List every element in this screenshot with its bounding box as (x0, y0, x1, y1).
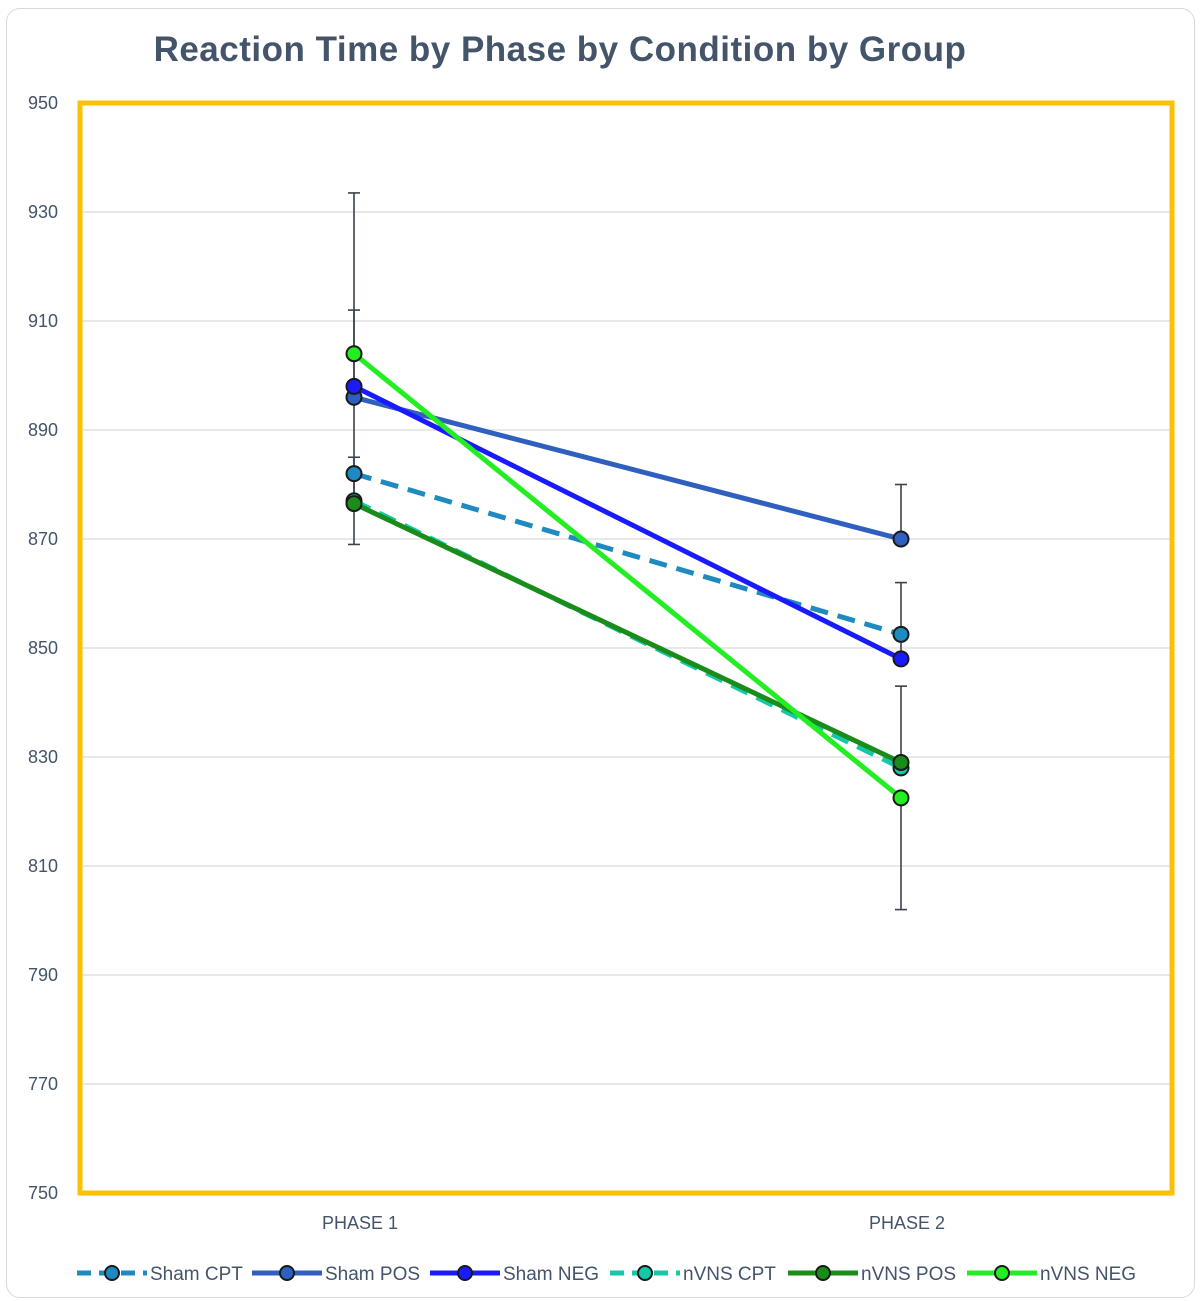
legend-marker (994, 1265, 1010, 1281)
y-tick-label: 910 (28, 311, 58, 331)
y-tick-label: 870 (28, 529, 58, 549)
y-tick-label: 950 (28, 93, 58, 113)
series-line (352, 384, 903, 662)
gridlines (80, 102, 1172, 1194)
error-bars (348, 192, 907, 911)
legend-label: Sham NEG (503, 1264, 599, 1285)
data-point (345, 495, 363, 513)
series-line (353, 471, 902, 637)
data-point (345, 345, 363, 363)
y-tick-label: 770 (28, 1074, 58, 1094)
chart-title: Reaction Time by Phase by Condition by G… (153, 30, 967, 69)
x-axis: PHASE 1 PHASE 2 (80, 1194, 1172, 1233)
series-line (352, 351, 903, 800)
x-tick-label: PHASE 1 (322, 1213, 398, 1233)
y-tick-label: 830 (28, 747, 58, 767)
series-lines (352, 351, 903, 800)
legend-label: nVNS CPT (683, 1264, 776, 1285)
series-line (352, 501, 903, 765)
data-point (892, 753, 910, 771)
legend-marker (637, 1265, 653, 1281)
y-tick-label: 750 (28, 1183, 58, 1203)
series-line (353, 394, 902, 542)
series-markers (345, 345, 910, 807)
data-point (892, 789, 910, 807)
data-point (892, 650, 910, 668)
data-point (345, 465, 363, 483)
y-tick-label: 850 (28, 638, 58, 658)
legend-label: Sham POS (325, 1264, 420, 1285)
legend: Sham CPT Sham POS Sham NEG nVNS CPT nVNS POS… (77, 1264, 1136, 1285)
data-point (892, 625, 910, 643)
y-tick-label: 810 (28, 856, 58, 876)
data-point (892, 530, 910, 548)
plot-area-border (77, 100, 1175, 1196)
y-tick-label: 930 (28, 202, 58, 222)
y-tick-label: 890 (28, 420, 58, 440)
x-tick-label: PHASE 2 (869, 1213, 945, 1233)
legend-label: nVNS NEG (1040, 1264, 1136, 1285)
chart-frame (6, 8, 1195, 1298)
data-point (345, 377, 363, 395)
legend-marker (279, 1265, 295, 1281)
legend-label: nVNS POS (861, 1264, 956, 1285)
y-axis: 750 770 790 810 830 850 870 890 910 930 950 (28, 93, 58, 1203)
legend-marker (104, 1265, 120, 1281)
legend-label: Sham CPT (150, 1264, 243, 1285)
legend-marker (457, 1265, 473, 1281)
y-tick-label: 790 (28, 965, 58, 985)
legend-marker (815, 1265, 831, 1281)
